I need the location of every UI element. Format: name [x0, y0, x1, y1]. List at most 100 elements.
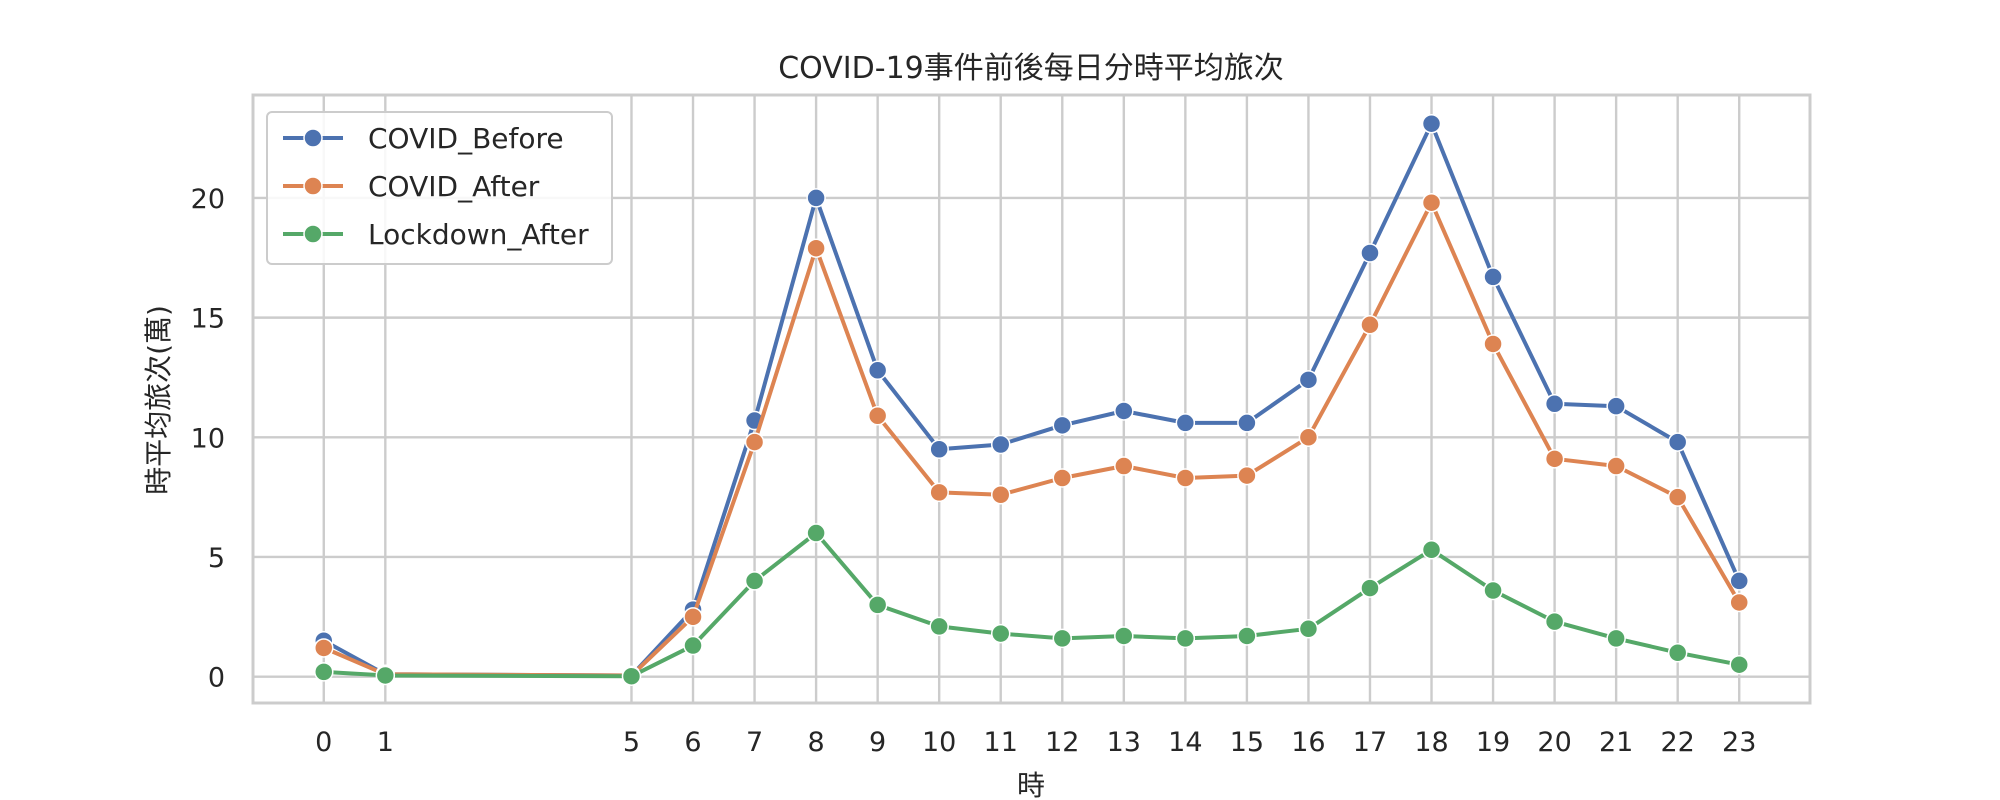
data-point [929, 482, 949, 503]
x-tick-label: 1 [377, 727, 394, 758]
data-point [1483, 334, 1503, 354]
data-point [1667, 487, 1688, 507]
x-tick-label: 18 [1414, 727, 1448, 758]
x-tick-label: 11 [984, 727, 1018, 758]
legend-marker [303, 128, 323, 148]
data-point [1421, 113, 1442, 134]
legend-item: Lockdown_After [283, 218, 589, 251]
x-tick-label: 5 [623, 727, 640, 758]
data-point [1360, 578, 1380, 598]
data-point [621, 666, 642, 686]
x-tick-label: 7 [746, 727, 763, 758]
legend-marker [303, 176, 323, 196]
data-point [1421, 192, 1442, 213]
x-tick-label: 6 [684, 727, 701, 758]
data-point [1729, 571, 1749, 591]
data-point [1052, 628, 1073, 649]
legend-label: Lockdown_After [368, 218, 589, 251]
x-tick-label: 22 [1661, 727, 1695, 758]
legend-box [266, 111, 613, 265]
data-point [1606, 396, 1626, 416]
legend-item: COVID_Before [283, 122, 564, 155]
data-point [1667, 432, 1688, 452]
data-point [683, 607, 703, 627]
data-point [806, 188, 826, 208]
x-tick-label: 23 [1722, 727, 1756, 758]
data-point [1175, 628, 1196, 649]
data-point [990, 484, 1011, 505]
data-point [1360, 315, 1380, 335]
data-point [1544, 449, 1565, 469]
series-line [323, 200, 1741, 678]
data-point [1298, 619, 1319, 639]
data-point [1544, 611, 1565, 632]
data-point [990, 434, 1011, 455]
series-Lockdown_After [314, 523, 1749, 686]
legend-label: COVID_After [368, 170, 540, 203]
data-point [1052, 468, 1073, 488]
data-point [1483, 267, 1503, 287]
x-tick-label: 8 [808, 727, 825, 758]
x-axis-label: 時 [1017, 769, 1045, 800]
data-point [929, 439, 949, 460]
data-point [1606, 628, 1626, 649]
y-axis-label: 時平均旅次(萬) [142, 305, 175, 495]
data-point [806, 523, 826, 543]
x-tick-label: 20 [1537, 727, 1571, 758]
x-tick-label: 19 [1476, 727, 1510, 758]
data-point [1298, 370, 1319, 390]
data-point [1114, 401, 1134, 421]
data-point [1175, 468, 1196, 488]
data-point [1298, 427, 1319, 448]
legend-label: COVID_Before [368, 122, 564, 155]
data-point [744, 571, 765, 591]
x-tick-label: 14 [1168, 727, 1202, 758]
data-point [1237, 465, 1257, 486]
y-tick-label: 15 [191, 304, 225, 335]
data-point [867, 360, 888, 381]
plot-frame [251, 93, 1812, 705]
y-tick-label: 20 [191, 184, 225, 215]
x-tick-label: 9 [869, 727, 886, 758]
data-point [1421, 540, 1442, 560]
x-tick-label: 15 [1230, 727, 1264, 758]
data-point [1729, 592, 1749, 613]
data-point [990, 623, 1011, 644]
tick-labels: 0 1 5 6 7 8 9 10 11 12 13 14 15 16 17 18 19 20 21 22 2305101… [191, 184, 1757, 758]
series-line [323, 531, 1740, 679]
x-tick-label: 10 [922, 727, 956, 758]
data-point [806, 238, 826, 258]
data-point [683, 635, 703, 656]
x-tick-label: 0 [315, 727, 332, 758]
series-layer [314, 113, 1749, 686]
data-point [1544, 394, 1565, 414]
data-point [1360, 243, 1380, 263]
y-tick-label: 0 [208, 663, 225, 694]
data-point [1114, 626, 1134, 646]
data-point [867, 595, 888, 615]
x-tick-label: 12 [1045, 727, 1079, 758]
data-point [1729, 654, 1749, 675]
y-tick-label: 10 [191, 423, 225, 454]
data-point [1237, 413, 1257, 433]
legend-marker [303, 224, 323, 244]
data-point [1052, 415, 1073, 436]
data-point [867, 406, 888, 426]
data-point [1237, 626, 1257, 646]
data-point [1667, 642, 1688, 663]
data-point [314, 638, 334, 658]
legend: COVID_Before COVID_After Lockdown_After [266, 111, 613, 265]
legend-item: COVID_After [283, 170, 540, 203]
series-COVID_After [314, 192, 1749, 686]
x-tick-label: 17 [1353, 727, 1387, 758]
chart-title: COVID-19事件前後每日分時平均旅次 [778, 51, 1284, 86]
data-point [1606, 456, 1626, 476]
y-tick-label: 5 [208, 543, 225, 574]
data-point [929, 616, 949, 637]
data-point [375, 665, 396, 686]
x-tick-label: 16 [1291, 727, 1325, 758]
data-point [1483, 580, 1503, 601]
x-tick-label: 21 [1599, 727, 1633, 758]
data-point [1114, 456, 1134, 476]
